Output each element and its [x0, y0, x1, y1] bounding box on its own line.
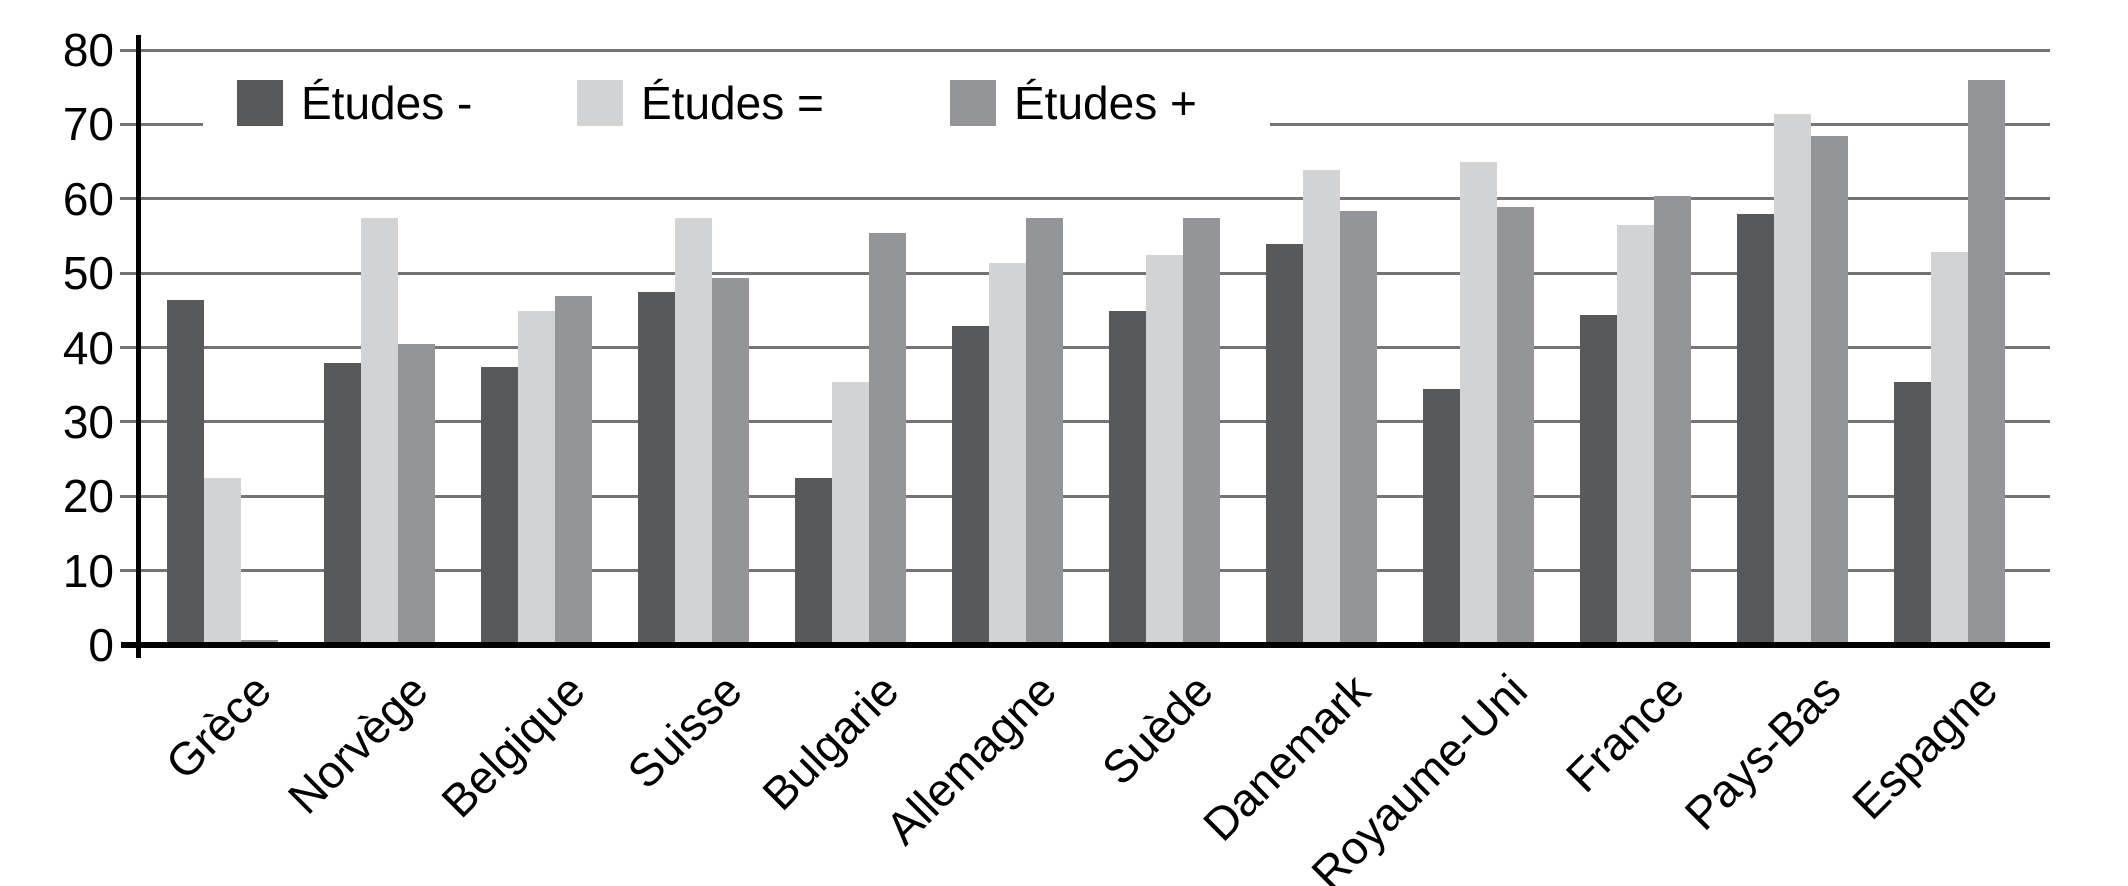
y-axis-tick-label-20: 20	[62, 470, 114, 523]
gridline-50	[138, 271, 2050, 275]
gridline-20	[138, 494, 2050, 498]
y-axis-tick-30	[120, 420, 138, 424]
bar-suisse-serie-2	[712, 278, 749, 642]
y-axis-tick-70	[120, 122, 138, 126]
bar-france-serie-0	[1580, 315, 1617, 642]
legend-swatch-etudes-moins	[237, 80, 283, 126]
x-axis-label-allemagne: Allemagne	[875, 663, 1066, 855]
bar-grèce-serie-2	[241, 640, 278, 642]
bar-bulgarie-serie-1	[832, 382, 869, 642]
bar-france-serie-1	[1617, 225, 1654, 642]
y-axis-tick-label-60: 60	[62, 172, 114, 225]
legend-item-etudes-plus: Études +	[950, 80, 1197, 126]
bar-grèce-serie-1	[204, 478, 241, 642]
bar-allemagne-serie-2	[1026, 218, 1063, 642]
y-axis-tick-80	[120, 48, 138, 52]
y-axis-tick-label-70: 70	[62, 98, 114, 151]
bar-danemark-serie-2	[1340, 211, 1377, 642]
bar-bulgarie-serie-2	[869, 233, 906, 642]
x-axis-label-suisse: Suisse	[617, 663, 752, 799]
bar-norvège-serie-0	[324, 363, 361, 642]
y-axis-tick-label-30: 30	[62, 395, 114, 448]
bar-danemark-serie-1	[1303, 170, 1340, 642]
y-axis-tick-label-0: 0	[88, 619, 114, 671]
bar-bulgarie-serie-0	[795, 478, 832, 642]
bar-grèce-serie-0	[167, 300, 204, 642]
legend-swatch-etudes-egal	[577, 80, 623, 126]
bar-suisse-serie-1	[675, 218, 712, 642]
legend-item-etudes-moins: Études -	[237, 80, 472, 126]
x-axis-label-pays-bas: Pays-Bas	[1674, 663, 1851, 840]
x-axis-label-norvège: Norvège	[277, 663, 438, 824]
legend-label-etudes-egal: Études =	[641, 77, 824, 129]
bar-pays-bas-serie-1	[1774, 114, 1811, 642]
bar-royaume-uni-serie-2	[1497, 207, 1534, 642]
bar-belgique-serie-2	[555, 296, 592, 642]
y-axis-tick-label-80: 80	[62, 24, 114, 76]
bar-allemagne-serie-0	[952, 326, 989, 642]
legend-swatch-etudes-plus	[950, 80, 996, 126]
x-axis-label-bulgarie: Bulgarie	[752, 663, 909, 820]
x-axis-line	[121, 642, 2050, 648]
y-axis-tick-50	[120, 271, 138, 275]
y-axis-tick-40	[120, 346, 138, 349]
bar-pays-bas-serie-0	[1737, 214, 1774, 642]
bar-espagne-serie-1	[1931, 252, 1968, 642]
legend-label-etudes-plus: Études +	[1014, 77, 1197, 129]
bar-royaume-uni-serie-0	[1423, 389, 1460, 642]
x-axis-label-espagne: Espagne	[1842, 663, 2008, 830]
bar-pays-bas-serie-2	[1811, 136, 1848, 642]
bar-france-serie-2	[1654, 196, 1691, 642]
y-axis-line	[136, 35, 141, 658]
bar-belgique-serie-0	[481, 367, 518, 642]
x-axis-label-suède: Suède	[1091, 663, 1223, 795]
y-axis-tick-label-40: 40	[62, 321, 114, 374]
y-axis-tick-10	[120, 569, 138, 573]
gridline-80	[138, 48, 2050, 52]
gridline-60	[138, 197, 2050, 201]
bar-danemark-serie-0	[1266, 244, 1303, 642]
bar-suède-serie-0	[1109, 311, 1146, 642]
bar-espagne-serie-2	[1968, 80, 2005, 642]
bar-suède-serie-1	[1146, 255, 1183, 642]
gridline-30	[138, 420, 2050, 424]
bar-suède-serie-2	[1183, 218, 1220, 642]
gridline-40	[138, 346, 2050, 349]
bar-norvège-serie-2	[398, 344, 435, 642]
x-axis-label-france: France	[1555, 663, 1694, 802]
bar-allemagne-serie-1	[989, 263, 1026, 642]
x-axis-label-belgique: Belgique	[431, 663, 595, 828]
x-axis-label-grèce: Grèce	[155, 663, 281, 790]
bar-espagne-serie-0	[1894, 382, 1931, 642]
y-axis-tick-label-10: 10	[62, 544, 114, 597]
y-axis-tick-label-50: 50	[62, 247, 114, 300]
bar-belgique-serie-1	[518, 311, 555, 642]
legend-item-etudes-egal: Études =	[577, 80, 824, 126]
y-axis-tick-60	[120, 197, 138, 201]
bar-suisse-serie-0	[638, 292, 675, 642]
bar-royaume-uni-serie-1	[1460, 162, 1497, 642]
bar-norvège-serie-1	[361, 218, 398, 642]
gridline-10	[138, 569, 2050, 573]
y-axis-tick-20	[120, 494, 138, 498]
legend-label-etudes-moins: Études -	[301, 77, 473, 129]
legend: Études - Études = Études +	[203, 54, 1270, 140]
